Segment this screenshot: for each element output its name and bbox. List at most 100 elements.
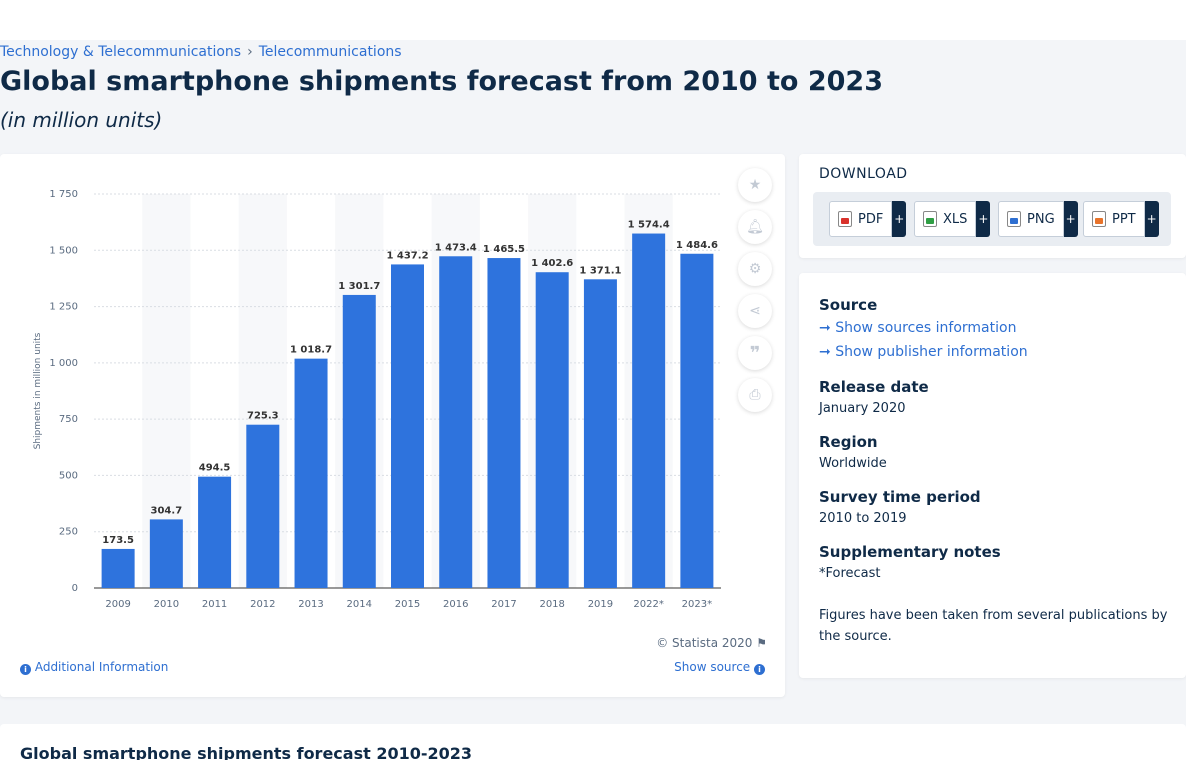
data-label: 1 301.7 [338,281,380,292]
show-publisher-link[interactable]: ➞ Show publisher information [819,344,1028,360]
release-date-label: Release date [819,378,929,396]
chart-toolbar: ★ 🔔︎ ⚙ ⋖ ❞ ⎙ [738,168,772,420]
xls-file-icon [923,211,937,227]
bar [487,258,521,588]
release-date-value: January 2020 [819,401,906,416]
show-sources-link[interactable]: ➞ Show sources information [819,320,1016,336]
show-sources-label: Show sources information [835,320,1017,336]
y-tick-label: 750 [59,414,78,425]
share-button[interactable]: ⋖ [738,294,772,328]
x-tick-label: 2018 [539,599,564,610]
print-button[interactable]: ⎙ [738,378,772,412]
arrow-right-icon: ➞ [819,320,831,336]
x-tick-label: 2022* [633,599,663,610]
x-tick-label: 2023* [682,599,712,610]
breadcrumb-separator: › [247,44,253,60]
show-source-link[interactable]: Show source i [674,660,765,675]
download-xls-main[interactable]: XLS [914,201,977,237]
download-panel: DOWNLOAD PDF + XLS + PNG + PPT + [799,154,1186,258]
download-png-plus[interactable]: + [1063,201,1078,237]
survey-period-label: Survey time period [819,488,981,506]
info-icon: i [20,664,31,675]
print-icon: ⎙ [749,387,761,403]
related-statistic-card: Global smartphone shipments forecast 201… [0,724,1186,760]
download-xls-plus[interactable]: + [976,201,991,237]
statistic-details-panel: Source ➞ Show sources information ➞ Show… [799,273,1186,678]
data-label: 304.7 [151,505,183,516]
survey-period-value: 2010 to 2019 [819,511,907,526]
breadcrumb-link-telecommunications[interactable]: Telecommunications [258,44,402,60]
pdf-file-icon [838,211,852,227]
data-label: 1 473.4 [435,242,477,253]
bar [294,358,328,588]
x-tick-label: 2016 [443,599,468,610]
y-tick-label: 0 [72,583,78,594]
data-label: 1 402.6 [531,258,573,269]
download-pdf-plus[interactable]: + [892,201,907,237]
show-source-label: Show source [674,660,751,674]
data-label: 173.5 [102,535,134,546]
bar [391,264,424,588]
star-icon: ★ [748,177,762,193]
x-tick-label: 2017 [491,599,516,610]
y-tick-label: 500 [59,470,78,481]
copyright-text: © Statista 2020 [656,636,753,650]
png-file-icon [1007,211,1021,227]
download-ppt-main[interactable]: PPT [1083,201,1145,237]
arrow-right-icon: ➞ [819,344,831,360]
data-label: 725.3 [247,411,279,422]
download-png-main[interactable]: PNG [998,201,1064,237]
quote-icon: ❞ [749,342,761,364]
bar [246,424,280,588]
bar [198,476,232,588]
bar [632,233,666,588]
breadcrumb: Technology & Telecommunications › Telecomm… [0,44,402,60]
download-pdf-main[interactable]: PDF [829,201,893,237]
chart-card: 0 250 500 750 1 000 1 250 1 500 1 750 173.5 2009 3… [0,154,785,697]
x-tick-label: 2014 [347,599,372,610]
show-publisher-label: Show publisher information [835,344,1028,360]
x-tick-label: 2009 [105,599,130,610]
y-tick-label: 1 500 [49,245,78,256]
chart-copyright: © Statista 2020 ⚑ [656,636,767,650]
bar [583,279,617,588]
y-tick-label: 1 750 [49,189,78,200]
data-label: 1 574.4 [628,220,670,231]
data-label: 1 018.7 [290,345,332,356]
bar [101,548,135,588]
ppt-file-icon [1092,211,1106,227]
additional-information-link[interactable]: i Additional Information [20,660,168,675]
notification-button[interactable]: 🔔︎ [738,210,772,244]
favorite-button[interactable]: ★ [738,168,772,202]
x-tick-label: 2015 [395,599,420,610]
download-png-label: PNG [1027,211,1055,227]
download-pdf-button[interactable]: PDF + [829,201,907,237]
data-label: 494.5 [199,463,231,474]
download-ppt-button[interactable]: PPT + [1083,201,1159,237]
related-statistic-title: Global smartphone shipments forecast 201… [20,744,473,760]
y-axis-title: Shipments in million units [33,332,43,449]
download-heading: DOWNLOAD [819,166,908,182]
download-ppt-label: PPT [1112,211,1136,227]
y-tick-label: 1 000 [49,358,78,369]
x-tick-label: 2011 [202,599,227,610]
download-png-button[interactable]: PNG + [998,201,1078,237]
bar [342,294,376,588]
supplementary-notes-label: Supplementary notes [819,543,1001,561]
bar [149,519,183,588]
download-xls-button[interactable]: XLS + [914,201,991,237]
bar-chart: 0 250 500 750 1 000 1 250 1 500 1 750 173.5 2009 3… [33,189,721,610]
data-label: 1 484.6 [676,240,718,251]
y-tick-label: 1 250 [49,302,78,313]
flag-icon: ⚑ [756,636,767,650]
settings-button[interactable]: ⚙ [738,252,772,286]
bar [439,256,473,588]
region-label: Region [819,433,878,451]
download-xls-label: XLS [943,211,968,227]
page-subtitle: (in million units) [0,108,163,132]
region-value: Worldwide [819,456,887,471]
cite-button[interactable]: ❞ [738,336,772,370]
download-pdf-label: PDF [858,211,884,227]
download-ppt-plus[interactable]: + [1144,201,1159,237]
breadcrumb-link-technology[interactable]: Technology & Telecommunications [0,44,242,60]
